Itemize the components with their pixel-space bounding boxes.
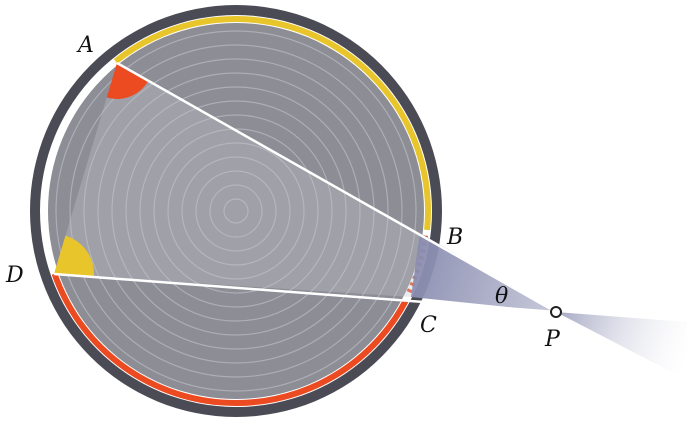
triangle-ADB-shade [54, 63, 420, 297]
ring-line [209, 184, 263, 238]
label-D: D [5, 263, 24, 288]
label-A: A [76, 33, 94, 58]
label-C: C [420, 313, 437, 338]
arc-AB-yellow [113, 16, 431, 231]
ring-line [223, 198, 249, 224]
ring-line [55, 30, 417, 392]
point-P-marker [550, 306, 562, 318]
ring-line [195, 170, 277, 252]
arc-DC-red [51, 272, 409, 406]
inner-disc [48, 23, 424, 399]
ring-line [125, 100, 347, 322]
label-P: P [544, 327, 561, 352]
ring-line [139, 114, 333, 308]
angle-A-marker [106, 63, 149, 99]
ring-line [153, 128, 319, 294]
wedge-beyond-P [556, 312, 687, 380]
ring-line [69, 44, 403, 378]
ring-line [167, 142, 305, 280]
concentric-rings [55, 30, 417, 392]
ring-line [111, 86, 361, 336]
ring-line [181, 156, 291, 266]
secant-A-B-P [116, 61, 557, 314]
label-B: B [446, 225, 463, 250]
ring-line [97, 72, 375, 350]
angle-D-marker [54, 235, 94, 278]
secant-D-C-P [53, 272, 557, 314]
label-theta: θ [495, 284, 508, 309]
ring-line [83, 58, 389, 364]
